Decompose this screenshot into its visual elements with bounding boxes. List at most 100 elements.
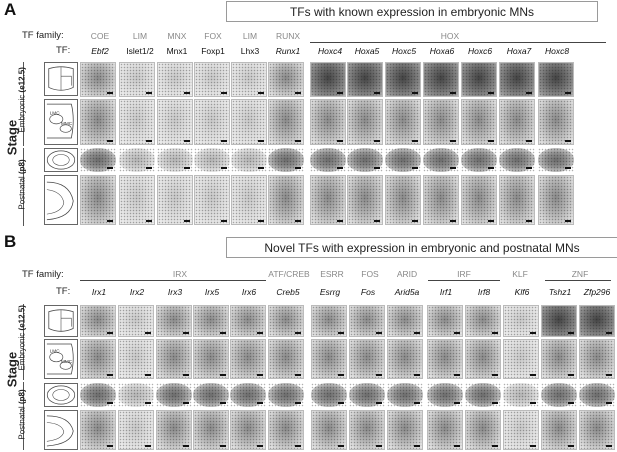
gene-label: Mnx1 bbox=[166, 46, 188, 56]
postnatal-ventral-horn-schematic bbox=[44, 175, 78, 225]
scale-bar bbox=[488, 140, 494, 142]
scale-bar bbox=[450, 140, 456, 142]
gene-label: Hoxc6 bbox=[467, 46, 493, 56]
gene-label: Hoxc5 bbox=[391, 46, 417, 56]
micrograph-tile bbox=[385, 62, 421, 97]
micrograph-tile bbox=[268, 148, 304, 172]
micrograph-tile bbox=[347, 148, 383, 172]
micrograph-tile bbox=[538, 175, 574, 225]
scale-bar bbox=[492, 374, 498, 376]
scale-bar bbox=[492, 332, 498, 334]
scale-bar bbox=[107, 220, 113, 222]
family-label: LIM bbox=[242, 31, 258, 41]
micrograph-tile bbox=[230, 339, 266, 379]
scale-bar bbox=[530, 332, 536, 334]
micrograph-tile bbox=[119, 99, 155, 145]
scale-bar bbox=[107, 374, 113, 376]
gene-label: Irx6 bbox=[241, 287, 257, 297]
micrograph-tile bbox=[230, 410, 266, 450]
postnatal-label: Postnatal (p8) bbox=[17, 389, 27, 440]
scale-bar bbox=[257, 332, 263, 334]
micrograph-tile bbox=[503, 410, 539, 450]
scale-bar bbox=[337, 92, 343, 94]
micrograph-tile bbox=[503, 339, 539, 379]
scale-bar bbox=[258, 167, 264, 169]
gene-label: Ebf2 bbox=[91, 46, 109, 56]
scale-bar bbox=[376, 332, 382, 334]
scale-bar bbox=[338, 332, 344, 334]
scale-bar bbox=[183, 332, 189, 334]
scale-bar bbox=[220, 374, 226, 376]
scale-bar bbox=[221, 167, 227, 169]
micrograph-tile bbox=[579, 305, 615, 337]
embryonic-cord-schematic bbox=[44, 305, 78, 337]
tf-family-row-label: TF family: bbox=[22, 30, 64, 41]
scale-bar bbox=[295, 402, 301, 404]
family-divider-line bbox=[428, 280, 500, 281]
micrograph-tile bbox=[231, 99, 267, 145]
scale-bar bbox=[454, 332, 460, 334]
micrograph-tile bbox=[499, 99, 535, 145]
micrograph-tile bbox=[156, 383, 192, 407]
scale-bar bbox=[145, 402, 151, 404]
panel-a: A TFs with known expression in embryonic… bbox=[4, 0, 606, 226]
scale-bar bbox=[338, 402, 344, 404]
scale-bar bbox=[295, 220, 301, 222]
micrograph-tile bbox=[538, 99, 574, 145]
micrograph-tile bbox=[503, 305, 539, 337]
family-label: FOS bbox=[361, 269, 379, 279]
micrograph-tile bbox=[427, 339, 463, 379]
micrograph-tile bbox=[579, 339, 615, 379]
family-label: LIM bbox=[132, 31, 148, 41]
micrograph-tile bbox=[156, 305, 192, 337]
gene-label: Hoxa6 bbox=[429, 46, 455, 56]
panel-b-letter: B bbox=[4, 232, 17, 251]
scale-bar bbox=[183, 402, 189, 404]
micrograph-tile bbox=[541, 339, 577, 379]
scale-bar bbox=[295, 167, 301, 169]
scale-bar bbox=[257, 402, 263, 404]
tf-row-label: TF: bbox=[56, 286, 71, 297]
scale-bar bbox=[146, 167, 152, 169]
scale-bar bbox=[337, 140, 343, 142]
postnatal-ventral-horn-schematic bbox=[44, 410, 78, 450]
scale-bar bbox=[606, 332, 612, 334]
gene-label: Irx5 bbox=[204, 287, 220, 297]
family-label: RUNX bbox=[275, 31, 301, 41]
micrograph-tile bbox=[268, 99, 304, 145]
scale-bar bbox=[412, 167, 418, 169]
micrograph-tile bbox=[268, 305, 304, 337]
scale-bar bbox=[526, 92, 532, 94]
gene-label: Arid5a bbox=[394, 287, 420, 297]
mmc-label: MMC bbox=[61, 121, 73, 126]
micrograph-tile bbox=[423, 62, 459, 97]
micrograph-tile bbox=[157, 99, 193, 145]
micrograph-tile bbox=[194, 99, 230, 145]
postnatal-cord-schematic bbox=[44, 148, 78, 172]
scale-bar bbox=[414, 332, 420, 334]
scale-bar bbox=[295, 374, 301, 376]
scale-bar bbox=[337, 167, 343, 169]
scale-bar bbox=[568, 332, 574, 334]
micrograph-tile bbox=[461, 99, 497, 145]
gene-label: Irf1 bbox=[439, 287, 453, 297]
family-label: ATF/CREB bbox=[268, 269, 310, 279]
micrograph-tile bbox=[80, 410, 116, 450]
scale-bar bbox=[376, 374, 382, 376]
scale-bar bbox=[530, 374, 536, 376]
micrograph-tile bbox=[231, 62, 267, 97]
scale-bar bbox=[374, 140, 380, 142]
gene-label: Irx1 bbox=[91, 287, 107, 297]
micrograph-tile bbox=[465, 339, 501, 379]
micrograph-tile bbox=[311, 339, 347, 379]
family-label: ARID bbox=[396, 269, 418, 279]
scale-bar bbox=[184, 140, 190, 142]
micrograph-tile bbox=[156, 410, 192, 450]
micrograph-tile bbox=[347, 175, 383, 225]
scale-bar bbox=[450, 220, 456, 222]
scale-bar bbox=[565, 92, 571, 94]
scale-bar bbox=[606, 445, 612, 447]
scale-bar bbox=[454, 374, 460, 376]
scale-bar bbox=[146, 92, 152, 94]
scale-bar bbox=[107, 332, 113, 334]
